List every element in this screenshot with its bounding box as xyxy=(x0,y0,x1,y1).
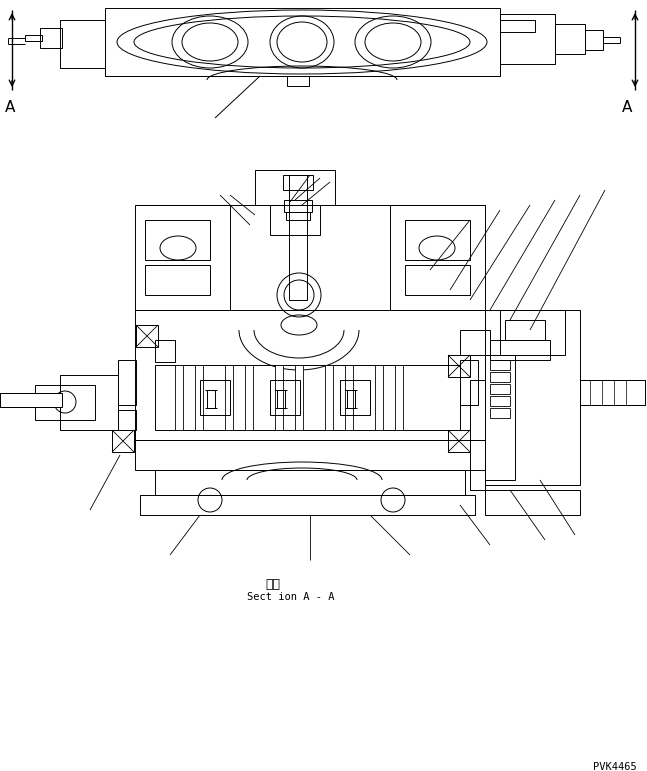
Bar xyxy=(580,380,645,405)
Bar xyxy=(460,360,478,405)
Bar xyxy=(245,365,253,430)
Bar xyxy=(500,14,555,64)
Bar xyxy=(286,212,310,220)
Bar xyxy=(405,265,470,295)
Bar xyxy=(340,380,370,415)
Bar xyxy=(255,170,335,205)
Bar xyxy=(347,390,355,408)
Bar xyxy=(490,384,510,394)
Bar xyxy=(490,408,510,418)
Bar xyxy=(395,365,403,430)
Bar xyxy=(195,365,203,430)
Text: A: A xyxy=(622,100,632,115)
Bar xyxy=(405,220,470,260)
Bar xyxy=(485,355,515,480)
Bar xyxy=(135,440,485,470)
Bar xyxy=(283,175,313,190)
Bar xyxy=(155,470,465,495)
Bar xyxy=(155,365,460,430)
Bar xyxy=(345,365,353,430)
Bar xyxy=(470,380,485,490)
Bar xyxy=(460,330,490,355)
Bar xyxy=(112,430,134,452)
Bar xyxy=(270,380,300,415)
Bar xyxy=(284,200,312,212)
Bar xyxy=(135,205,230,310)
Bar xyxy=(490,360,510,370)
Bar xyxy=(485,310,580,485)
Bar xyxy=(140,495,475,515)
Bar xyxy=(289,175,307,300)
Bar xyxy=(375,365,383,430)
Text: Sect ion A - A: Sect ion A - A xyxy=(247,592,334,602)
Bar xyxy=(500,310,565,355)
Bar xyxy=(40,28,62,48)
Bar xyxy=(118,360,136,405)
Bar xyxy=(275,365,283,430)
Bar xyxy=(105,8,500,76)
Bar xyxy=(485,490,580,515)
Bar xyxy=(448,355,470,377)
Bar xyxy=(490,396,510,406)
Bar xyxy=(175,365,183,430)
Text: A: A xyxy=(5,100,16,115)
Bar xyxy=(555,24,585,54)
Bar xyxy=(505,320,545,340)
Bar xyxy=(145,220,210,260)
Bar xyxy=(200,380,230,415)
Bar xyxy=(270,205,320,235)
Bar xyxy=(136,325,158,347)
Bar xyxy=(325,365,333,430)
Bar xyxy=(60,375,118,430)
Text: PVK4465: PVK4465 xyxy=(593,762,637,771)
Bar xyxy=(35,385,95,420)
Text: 断面: 断面 xyxy=(265,578,280,591)
Bar xyxy=(277,390,285,408)
Bar xyxy=(0,393,62,407)
Bar xyxy=(118,410,136,430)
Bar xyxy=(500,20,535,32)
Bar xyxy=(135,310,485,440)
Bar xyxy=(390,205,485,310)
Bar xyxy=(60,20,105,68)
Bar xyxy=(25,35,42,41)
Bar xyxy=(295,365,303,430)
Bar xyxy=(225,365,233,430)
Bar xyxy=(490,340,550,360)
Bar xyxy=(287,76,309,86)
Bar xyxy=(145,265,210,295)
Bar xyxy=(155,340,175,362)
Bar xyxy=(207,390,215,408)
Bar xyxy=(585,30,603,50)
Bar xyxy=(490,372,510,382)
Bar xyxy=(448,430,470,452)
